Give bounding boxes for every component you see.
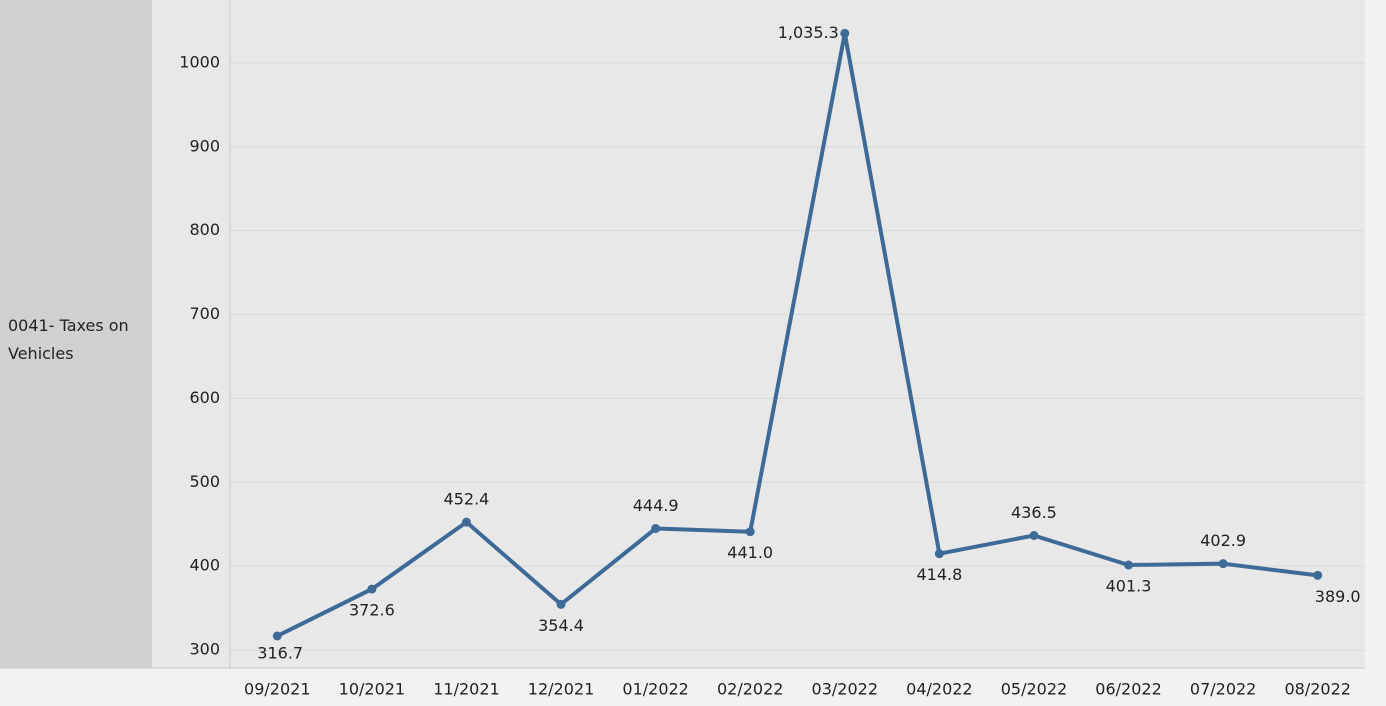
line [276, 31, 1318, 638]
y-tick-label: 400 [189, 556, 220, 575]
data-label: 354.4 [538, 616, 584, 635]
point [934, 549, 944, 559]
point [840, 28, 850, 38]
x-tick-label: 10/2021 [339, 680, 405, 699]
y-tick-label: 500 [189, 472, 220, 491]
point [272, 631, 282, 641]
point [1313, 570, 1323, 580]
data-label: 316.7 [257, 643, 303, 662]
x-tick-label: 04/2022 [906, 680, 972, 699]
data-label: 452.4 [444, 490, 490, 509]
point [745, 527, 755, 537]
row-header [0, 0, 152, 668]
x-tick-label: 11/2021 [433, 680, 499, 699]
x-tick-label: 09/2021 [244, 680, 310, 699]
data-label: 414.8 [916, 565, 962, 584]
data-label: 441.0 [727, 543, 773, 562]
y-tick-label: 300 [189, 639, 220, 658]
y-tick-label: 600 [189, 388, 220, 407]
row-label: 0041- Taxes on Vehicles [8, 316, 129, 363]
y-tick-label: 1000 [179, 52, 220, 71]
point [1218, 559, 1228, 569]
y-tick-label: 700 [189, 304, 220, 323]
x-tick-label: 12/2021 [528, 680, 594, 699]
x-tick-label: 02/2022 [717, 680, 783, 699]
data-label: 372.6 [349, 601, 395, 620]
point [367, 584, 377, 594]
y-tick-label: 800 [189, 220, 220, 239]
x-tick-label: 06/2022 [1095, 680, 1161, 699]
y-tick-label: 900 [189, 136, 220, 155]
point [1029, 531, 1039, 541]
data-label: 402.9 [1200, 531, 1246, 550]
point [651, 523, 661, 533]
data-label: 1,035.3 [778, 23, 839, 42]
x-tick-label: 01/2022 [622, 680, 688, 699]
data-label: 444.9 [633, 496, 679, 515]
pane [152, 0, 1365, 668]
x-tick-label: 07/2022 [1190, 680, 1256, 699]
point [1124, 560, 1134, 570]
data-label: 389.0 [1315, 587, 1361, 606]
x-tick-label: 08/2022 [1284, 680, 1350, 699]
x-tick-label: 03/2022 [812, 680, 878, 699]
data-label: 436.5 [1011, 503, 1057, 522]
x-tick-label: 05/2022 [1001, 680, 1067, 699]
point [556, 599, 566, 609]
data-label: 401.3 [1106, 577, 1152, 596]
point [461, 517, 471, 527]
